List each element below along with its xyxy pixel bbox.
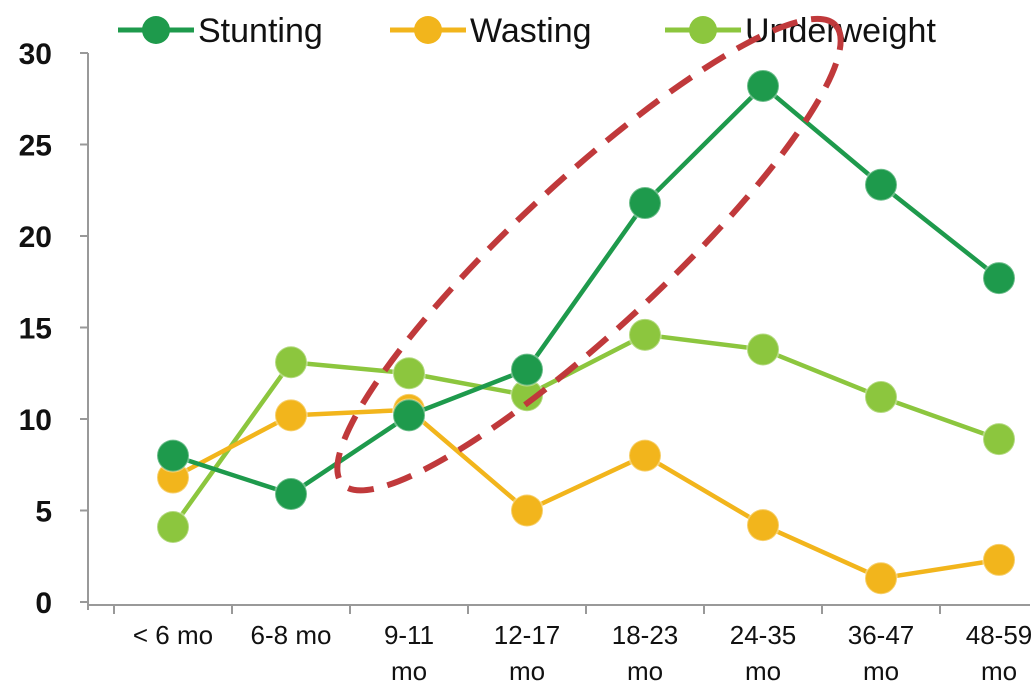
x-tick-label: 9-11 mo <box>384 620 434 685</box>
stunting-point <box>982 261 1016 296</box>
y-tick-label: 15 <box>19 313 52 346</box>
y-tick-label: 20 <box>19 221 52 254</box>
x-tick-label: 18-23 mo <box>612 620 679 685</box>
wasting-point <box>274 398 308 433</box>
y-tick-label: 5 <box>35 496 52 529</box>
series-underweight <box>156 317 1016 544</box>
wasting-point <box>510 493 544 528</box>
legend-item-underweight: Underweight <box>665 12 936 50</box>
stunting-point <box>156 438 190 473</box>
series-stunting <box>156 68 1016 512</box>
underweight-point <box>628 317 662 352</box>
x-tick-label: 12-17 mo <box>494 620 561 685</box>
stunting-point <box>628 186 662 221</box>
x-tick-label: < 6 mo <box>133 620 213 650</box>
x-tick-label: 6-8 mo <box>251 620 332 650</box>
legend-item-wasting: Wasting <box>390 12 592 50</box>
stunting-point <box>864 167 898 202</box>
y-tick-label: 10 <box>19 404 52 437</box>
underweight-point <box>156 509 190 544</box>
legend-item-stunting: Stunting <box>118 12 323 50</box>
x-tick-label: 48-59 mo <box>966 620 1032 685</box>
legend-swatch-marker <box>142 16 170 44</box>
y-tick-label: 25 <box>19 130 52 163</box>
y-tick-label: 30 <box>19 38 52 71</box>
underweight-point <box>274 345 308 380</box>
stunting-point <box>510 352 544 387</box>
series-wasting <box>156 392 1016 596</box>
underweight-point <box>746 332 780 367</box>
x-tick-label: 36-47 mo <box>848 620 915 685</box>
wasting-line <box>171 407 1000 581</box>
series-group <box>156 68 1016 596</box>
wasting-point <box>864 561 898 596</box>
y-tick-label: 0 <box>35 587 52 620</box>
underweight-point <box>982 422 1016 457</box>
legend-label: Wasting <box>470 12 592 50</box>
legend-swatch-marker <box>689 16 717 44</box>
stunting-line <box>172 83 1001 497</box>
wasting-point <box>746 508 780 543</box>
wasting-point <box>982 542 1016 577</box>
stunting-point <box>746 68 780 103</box>
highlight-ellipse <box>334 15 844 494</box>
underweight-point <box>864 380 898 415</box>
annotation <box>334 15 844 494</box>
stunting-point <box>392 398 426 433</box>
legend-label: Stunting <box>198 12 323 50</box>
axes: 0 5 10 15 20 25 30 < 6 mo 6-8 mo 9-11 mo 12-17 mo 18-… <box>19 38 1032 685</box>
legend-swatch-marker <box>414 16 442 44</box>
legend: Stunting Wasting Underweight <box>118 12 936 50</box>
underweight-line <box>171 332 1000 529</box>
x-tick-label: 24-35 mo <box>730 620 797 685</box>
wasting-point <box>628 438 662 473</box>
stunting-point <box>274 477 308 512</box>
underweight-point <box>392 356 426 391</box>
